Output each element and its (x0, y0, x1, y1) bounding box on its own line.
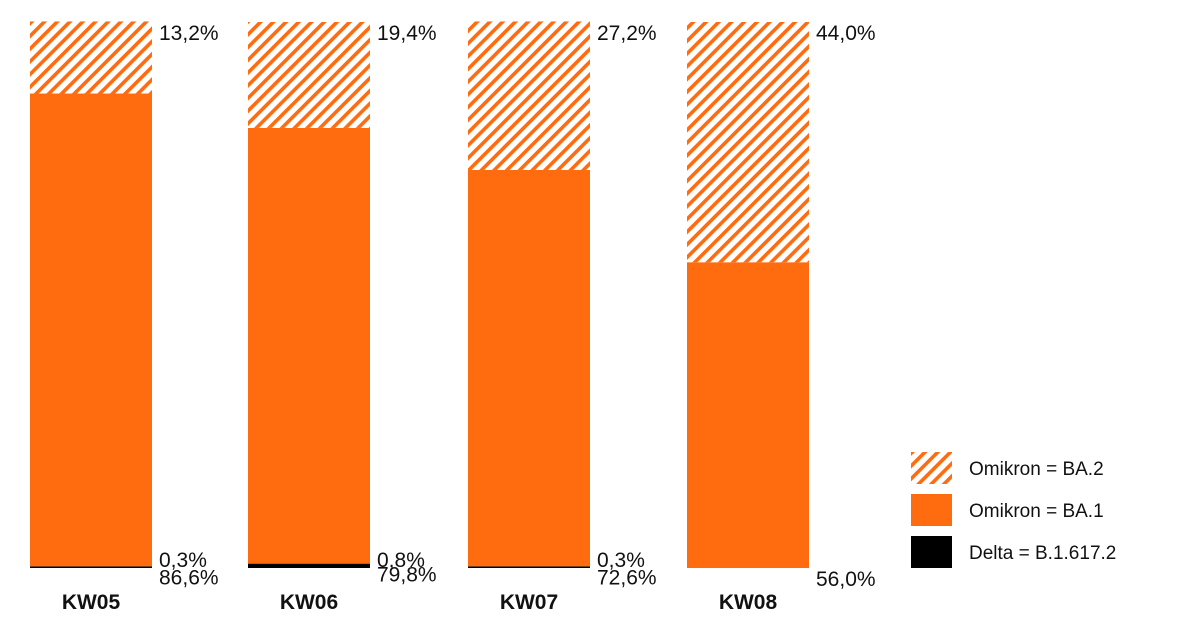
legend-label-omikron-ba-2: Omikron = BA.2 (969, 459, 1104, 480)
legend: Omikron = BA.2 Omikron = BA.1 Delta = B.1.… (911, 452, 1116, 568)
value-label-kw07-omikron-ba-2: 27,2% (597, 22, 657, 45)
value-label-kw05-delta-b-1-617-2: 0,3% (159, 549, 207, 572)
legend-label-delta-b-1-617-2: Delta = B.1.617.2 (969, 543, 1116, 564)
category-label-kw05: KW05 (62, 591, 121, 614)
category-label-kw08: KW08 (719, 591, 778, 614)
value-label-kw08-omikron-ba-2: 44,0% (816, 22, 876, 45)
legend-swatch-omikron-ba-2 (911, 452, 952, 484)
value-label-kw07-omikron-ba-1: 72,6% (597, 566, 657, 589)
bar-kw07-omikron-ba-1 (468, 169, 590, 567)
legend-label-omikron-ba-1: Omikron = BA.1 (969, 501, 1104, 522)
category-label-kw07: KW07 (500, 591, 558, 614)
bar-kw06-omikron-ba-2 (248, 22, 370, 128)
bar-kw07-delta-b-1-617-2 (468, 566, 590, 568)
bar-kw08-omikron-ba-1 (687, 262, 809, 568)
bars-group (30, 21, 809, 568)
bar-kw05-omikron-ba-1 (30, 93, 152, 567)
value-labels-group: 0,3%86,6%13,2%0,8%79,8%19,4%0,3%72,6%27,… (159, 22, 876, 591)
value-label-kw08-omikron-ba-1: 56,0% (816, 568, 876, 591)
bar-kw06-omikron-ba-1 (248, 127, 370, 564)
bar-kw05-omikron-ba-2 (30, 21, 152, 94)
value-label-kw05-omikron-ba-2: 13,2% (159, 22, 219, 45)
bar-kw06-delta-b-1-617-2 (248, 563, 370, 568)
legend-swatch-delta-b-1-617-2 (911, 536, 952, 568)
value-label-kw06-delta-b-1-617-2: 0,8% (377, 549, 425, 572)
value-label-kw06-omikron-ba-1: 79,8% (377, 564, 437, 587)
value-label-kw05-omikron-ba-1: 86,6% (159, 566, 219, 589)
value-label-kw07-delta-b-1-617-2: 0,3% (597, 549, 645, 572)
legend-swatch-omikron-ba-1 (911, 494, 952, 526)
bar-kw05-delta-b-1-617-2 (30, 566, 152, 568)
bar-kw07-omikron-ba-2 (468, 21, 590, 170)
category-label-kw06: KW06 (280, 591, 338, 614)
category-labels-group: KW05 KW06 KW07 KW08 (62, 591, 778, 614)
value-label-kw06-omikron-ba-2: 19,4% (377, 22, 437, 45)
bar-kw08-omikron-ba-2 (687, 22, 809, 263)
